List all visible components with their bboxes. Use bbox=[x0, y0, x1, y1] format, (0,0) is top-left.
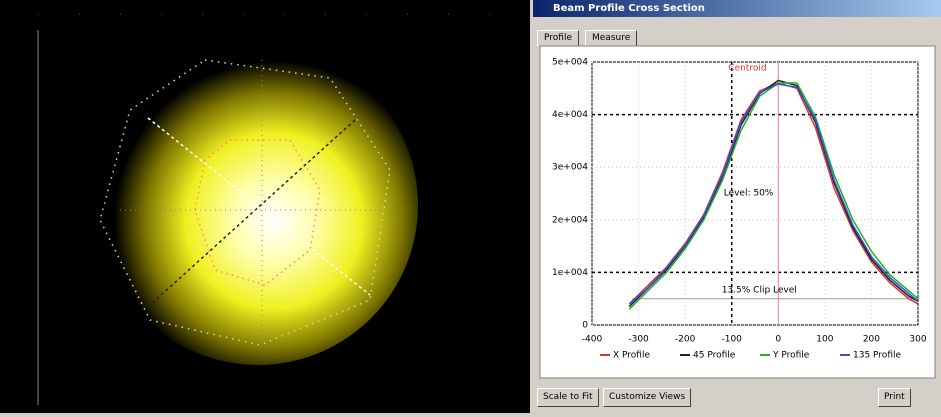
y-tick-label: 0 bbox=[582, 321, 588, 331]
legend-label: Y Profile bbox=[772, 351, 810, 361]
x-tick-label: 300 bbox=[909, 335, 926, 345]
annotation: Level: 50% bbox=[724, 189, 774, 199]
legend-label: 135 Profile bbox=[853, 351, 901, 361]
x-tick-label: -300 bbox=[628, 335, 649, 345]
x-tick-label: -400 bbox=[582, 335, 603, 345]
legend-label: X Profile bbox=[613, 351, 650, 361]
annotation: Centroid bbox=[728, 64, 766, 74]
legend-label: 45 Profile bbox=[693, 351, 736, 361]
x-tick-label: 0 bbox=[775, 335, 781, 345]
y-tick-label: 3e+004 bbox=[552, 163, 588, 173]
y-tick-label: 5e+004 bbox=[552, 58, 588, 68]
y-tick-label: 4e+004 bbox=[552, 110, 588, 120]
x-tick-label: -200 bbox=[675, 335, 696, 345]
x-tick-label: -100 bbox=[721, 335, 742, 345]
x-tick-label: 200 bbox=[863, 335, 880, 345]
screen: Beam Profile Cross Section Profile Measu… bbox=[0, 0, 941, 413]
x-tick-label: 100 bbox=[816, 335, 833, 345]
plot-frame bbox=[540, 46, 935, 378]
annotation: 13.5% Clip Level bbox=[722, 286, 797, 296]
y-tick-label: 2e+004 bbox=[552, 215, 588, 225]
profile-chart: 0 1e+004 2e+004 3e+004 4e+004 5e+004 -400 -300 -… bbox=[0, 0, 941, 413]
y-tick-label: 1e+004 bbox=[552, 268, 588, 278]
